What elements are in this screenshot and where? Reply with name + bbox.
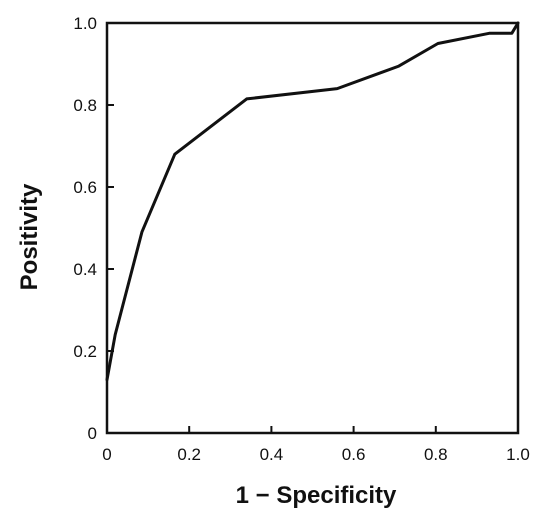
axis-ticks bbox=[106, 22, 519, 434]
roc-curve-line bbox=[105, 21, 520, 382]
y-tick-label: 0.2 bbox=[73, 342, 97, 361]
y-tick-label: 0 bbox=[88, 424, 97, 443]
x-tick-label: 0.2 bbox=[177, 445, 201, 464]
tick-labels: 0 0.2 0.4 0.6 0.8 1.0 0 0.2 0.4 0.6 0.8 1.0 bbox=[73, 14, 529, 464]
x-tick-label: 1.0 bbox=[506, 445, 530, 464]
y-tick-label: 1.0 bbox=[73, 14, 97, 33]
y-tick-label: 0.6 bbox=[73, 178, 97, 197]
x-tick-label: 0.6 bbox=[342, 445, 366, 464]
x-tick-label: 0 bbox=[102, 445, 111, 464]
x-tick-label: 0.8 bbox=[424, 445, 448, 464]
y-tick-label: 0.8 bbox=[73, 96, 97, 115]
y-tick-label: 0.4 bbox=[73, 260, 97, 279]
plot-frame bbox=[105, 21, 520, 435]
x-axis-title: 1 − Specificity bbox=[236, 482, 397, 509]
y-axis-title: Positivity bbox=[16, 183, 43, 290]
x-tick-label: 0.4 bbox=[260, 445, 284, 464]
